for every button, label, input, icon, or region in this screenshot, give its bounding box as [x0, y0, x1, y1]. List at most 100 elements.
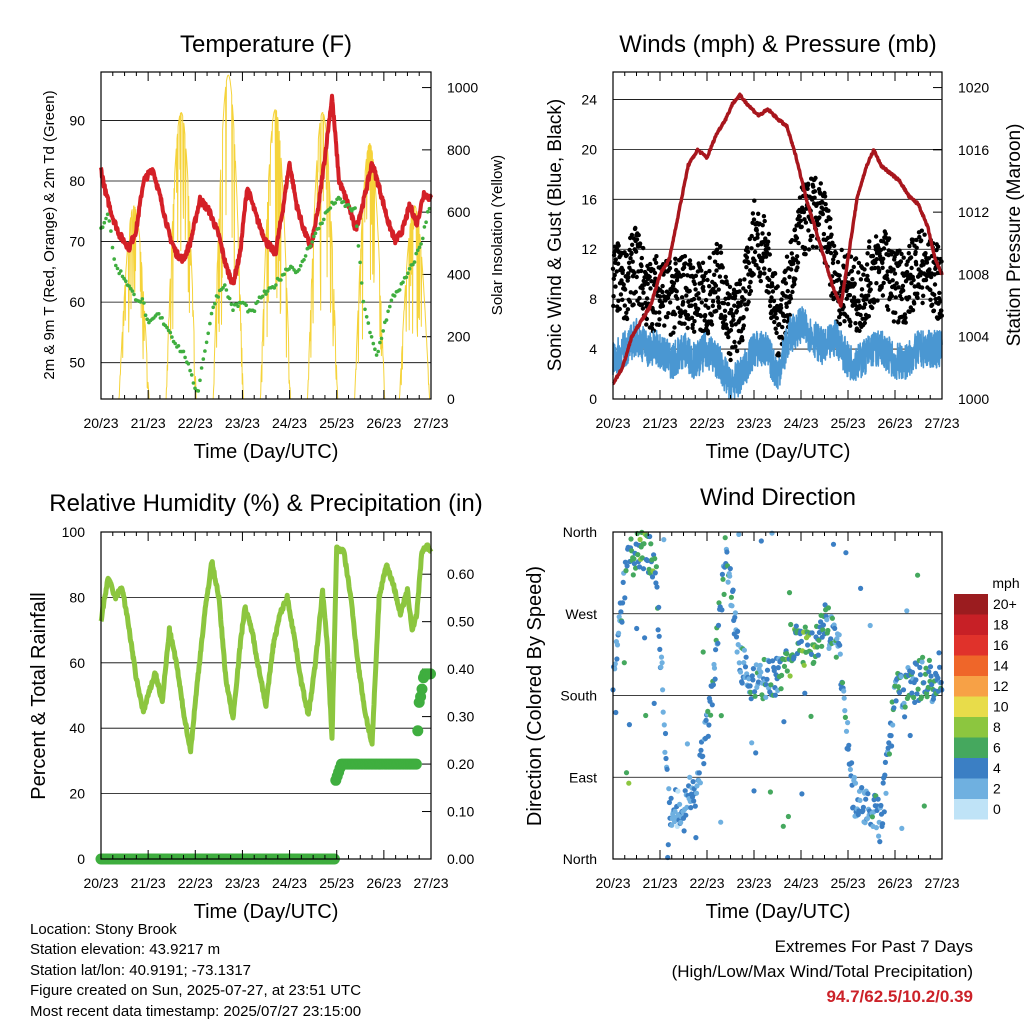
dewpoint-point — [231, 308, 235, 313]
gust-point — [906, 251, 911, 256]
gust-point — [718, 244, 723, 249]
dewpoint-point — [255, 299, 260, 304]
gust-point — [770, 283, 775, 289]
gust-point — [788, 296, 794, 301]
direction-point — [741, 660, 747, 666]
gust-point — [907, 243, 912, 249]
direction-point — [729, 603, 735, 609]
y-tick-label: East — [569, 769, 597, 785]
gust-point — [626, 275, 631, 280]
dewpoint-point — [355, 224, 359, 228]
dewpoint-point — [181, 349, 186, 354]
direction-point — [761, 656, 767, 663]
gust-point — [828, 216, 833, 222]
direction-point — [614, 642, 621, 648]
y-tick-label: 40 — [69, 720, 85, 736]
y-right-tick-label: 1020 — [958, 80, 989, 96]
x-tick-label: 25/23 — [830, 875, 865, 891]
gust-point — [679, 295, 685, 300]
direction-point — [734, 649, 740, 655]
direction-point — [658, 664, 664, 670]
dewpoint-point — [216, 295, 220, 299]
gust-point — [760, 231, 765, 236]
dewpoint-point — [203, 349, 207, 353]
direction-point — [839, 680, 846, 686]
dewpoint-point — [320, 221, 324, 225]
gust-point — [812, 189, 818, 194]
gust-point — [653, 310, 658, 315]
direction-point — [691, 798, 697, 804]
gust-point — [899, 251, 904, 257]
x-tick-label: 23/23 — [225, 875, 260, 891]
direction-point — [865, 791, 871, 797]
x-tick-label: 21/23 — [131, 415, 166, 431]
direction-point — [921, 803, 927, 809]
winds-xlabel: Time (Day/UTC) — [706, 441, 851, 463]
colorbar-swatch — [954, 799, 988, 820]
direction-point — [869, 814, 876, 820]
y-tick-label: 80 — [69, 173, 85, 189]
direction-point — [660, 687, 666, 693]
gust-point — [856, 270, 861, 275]
gust-point — [893, 295, 898, 300]
gust-point — [626, 271, 631, 276]
gust-point — [732, 339, 737, 345]
gust-point — [701, 288, 706, 293]
gust-point — [848, 319, 853, 325]
gust-point — [692, 329, 697, 334]
gust-point — [772, 319, 777, 325]
dewpoint-point — [176, 344, 181, 348]
dewpoint-point — [308, 244, 313, 248]
gust-point — [744, 307, 749, 312]
dewpoint-point — [107, 219, 112, 223]
gust-point — [671, 281, 677, 286]
gust-point — [837, 315, 842, 320]
dewpoint-point — [310, 240, 315, 244]
gust-point — [870, 253, 876, 259]
gust-point — [617, 306, 622, 312]
panel-2: 0 20 40 60 80 100 0.00 0.10 0.20 0.30 0.40 0.50 0.60… — [62, 524, 475, 891]
extremes-subtitle: (High/Low/Max Wind/Total Precipitation) — [671, 962, 973, 981]
humidity-xlabel: Time (Day/UTC) — [194, 901, 339, 923]
gust-point — [681, 265, 687, 270]
gust-point — [699, 300, 704, 305]
gust-point — [862, 302, 868, 307]
direction-point — [791, 654, 797, 660]
gust-point — [650, 322, 655, 327]
direction-point — [725, 579, 731, 585]
direction-point — [857, 797, 863, 804]
x-tick-label: 27/23 — [924, 415, 959, 431]
direction-point — [912, 699, 918, 706]
gust-point — [723, 314, 728, 319]
humidity-chart-title: Relative Humidity (%) & Precipitation (i… — [49, 490, 482, 517]
gust-point — [681, 299, 686, 305]
gust-point — [792, 282, 797, 287]
direction-point — [735, 628, 741, 635]
dewpoint-point — [371, 341, 376, 346]
gust-point — [630, 242, 635, 247]
direction-point — [784, 651, 790, 657]
direction-point — [850, 804, 856, 810]
gust-point — [741, 297, 747, 302]
gust-point — [616, 243, 621, 248]
direction-point — [718, 713, 724, 719]
direction-point — [771, 668, 777, 674]
direction-point — [666, 799, 673, 806]
direction-point — [669, 822, 675, 828]
gust-point — [710, 299, 716, 304]
gust-point — [794, 254, 800, 259]
dewpoint-point — [213, 301, 217, 306]
direction-point — [785, 813, 792, 820]
gust-point — [706, 305, 711, 310]
gust-point — [746, 299, 751, 305]
gust-point — [853, 321, 858, 326]
direction-point — [820, 627, 826, 633]
gust-point — [763, 236, 768, 241]
dewpoint-point — [119, 269, 123, 273]
gust-point — [683, 261, 688, 266]
direction-point — [801, 662, 807, 668]
gust-point — [740, 338, 745, 343]
dewpoint-point — [279, 278, 283, 282]
y-right-tick-label: 600 — [447, 204, 471, 220]
direction-point — [639, 555, 645, 561]
